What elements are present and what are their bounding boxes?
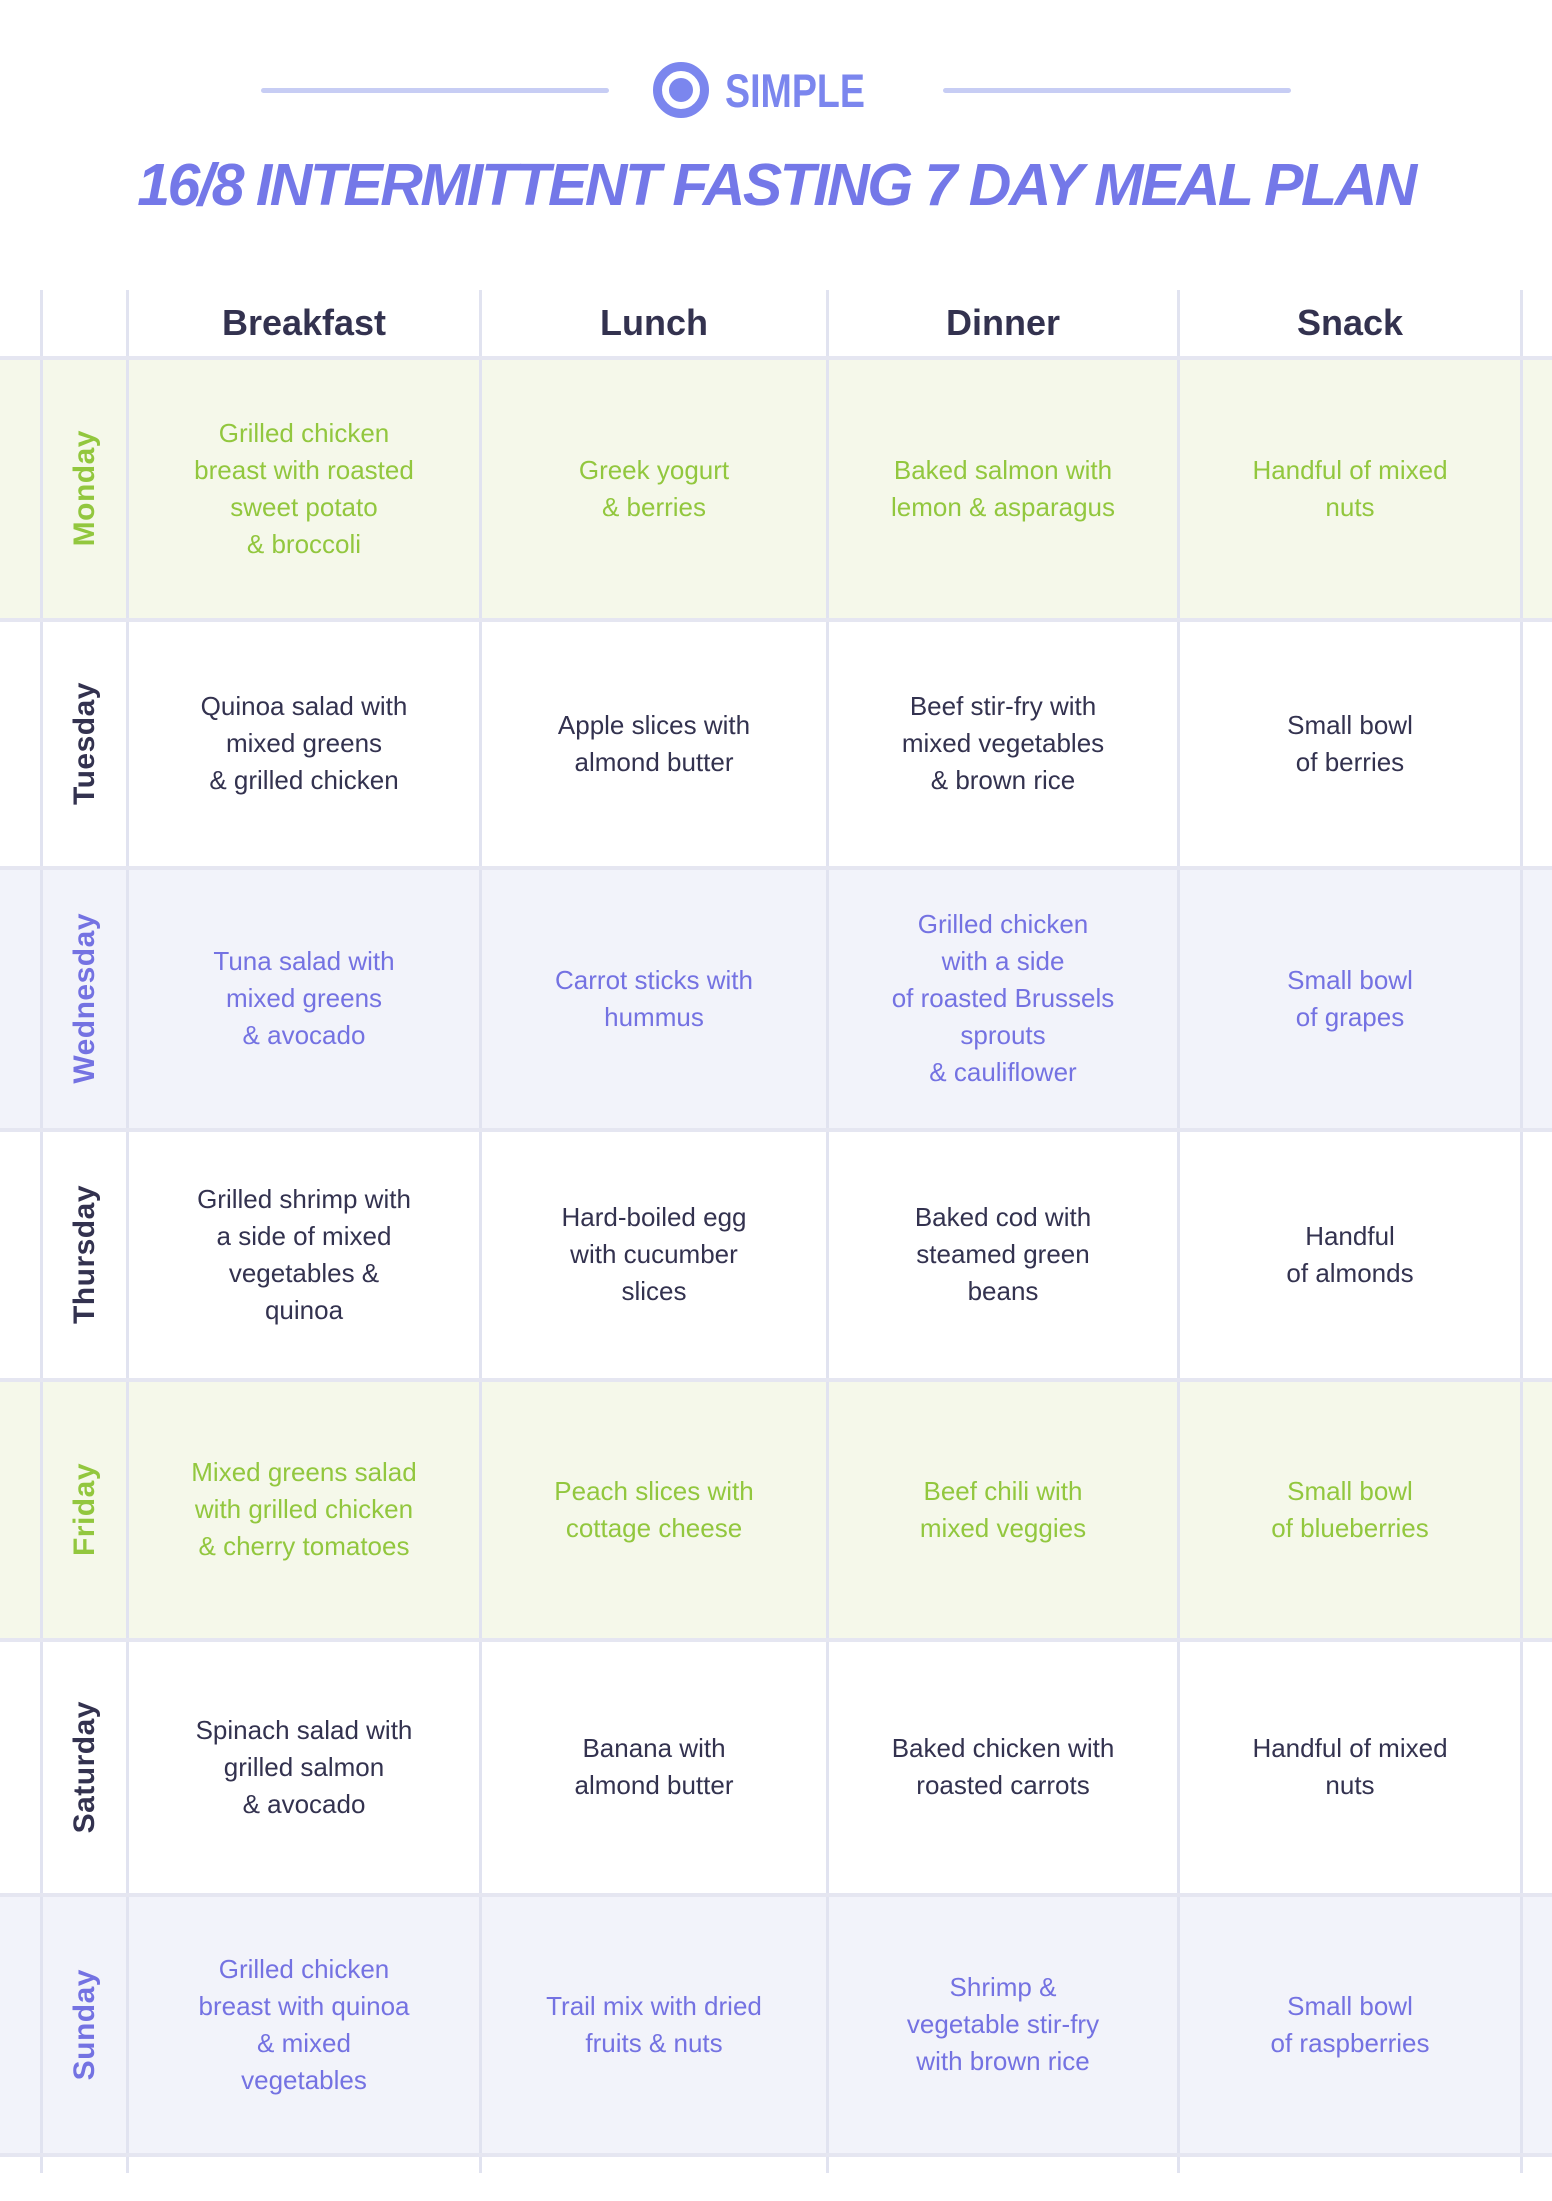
meal-cell-lunch: Apple slices with almond butter	[479, 621, 826, 866]
meal-cell-snack: Small bowl of raspberries	[1177, 1896, 1520, 2153]
day-column-header	[40, 289, 126, 356]
logo-header: SIMPLE	[0, 0, 1552, 118]
left-strip	[0, 290, 40, 356]
column-header-row: Breakfast Lunch Dinner Snack	[0, 289, 1552, 360]
meal-plan-table: Breakfast Lunch Dinner Snack Monday Gril…	[0, 289, 1552, 2173]
day-cell: Wednesday	[40, 869, 126, 1128]
meal-cell-snack	[1177, 2156, 1520, 2173]
left-strip	[0, 622, 40, 866]
page-title: 16/8 INTERMITTENT FASTING 7 DAY MEAL PLA…	[137, 152, 1417, 218]
meal-cell-dinner: Baked chicken with roasted carrots	[826, 1641, 1177, 1893]
col-header-breakfast: Breakfast	[126, 289, 479, 356]
meal-cell-breakfast	[126, 2156, 479, 2173]
meal-cell-snack: Handful of mixed nuts	[1177, 359, 1520, 618]
divider-right	[943, 87, 1292, 93]
left-strip	[0, 870, 40, 1128]
right-strip	[1520, 2156, 1552, 2173]
meal-cell-breakfast: Grilled chicken breast with roasted swee…	[126, 359, 479, 618]
right-strip	[1520, 359, 1552, 618]
day-cell: Monday	[40, 359, 126, 618]
meal-cell-lunch: Greek yogurt & berries	[479, 359, 826, 618]
meal-cell-dinner: Baked cod with steamed green beans	[826, 1131, 1177, 1378]
table-row-tuesday: Tuesday Quinoa salad with mixed greens &…	[0, 621, 1552, 870]
day-cell	[40, 2156, 126, 2173]
table-row-monday: Monday Grilled chicken breast with roast…	[0, 359, 1552, 622]
right-strip	[1520, 1381, 1552, 1638]
right-strip	[1520, 869, 1552, 1128]
day-cell: Tuesday	[40, 621, 126, 866]
meal-cell-dinner	[826, 2156, 1177, 2173]
day-label: Tuesday	[67, 682, 101, 806]
left-strip	[0, 360, 40, 618]
meal-cell-snack: Small bowl of blueberries	[1177, 1381, 1520, 1638]
day-label: Thursday	[67, 1185, 101, 1325]
divider-left	[260, 87, 609, 93]
meal-cell-lunch: Banana with almond butter	[479, 1641, 826, 1893]
col-header-snack: Snack	[1177, 289, 1520, 356]
meal-cell-breakfast: Quinoa salad with mixed greens & grilled…	[126, 621, 479, 866]
col-header-dinner: Dinner	[826, 289, 1177, 356]
right-strip	[1520, 289, 1552, 356]
meal-cell-snack: Small bowl of grapes	[1177, 869, 1520, 1128]
right-strip	[1520, 1131, 1552, 1378]
day-cell: Thursday	[40, 1131, 126, 1378]
left-strip	[0, 1382, 40, 1638]
table-tail-row	[0, 2156, 1552, 2173]
left-strip	[0, 2157, 40, 2173]
meal-cell-snack: Handful of almonds	[1177, 1131, 1520, 1378]
meal-cell-dinner: Beef stir-fry with mixed vegetables & br…	[826, 621, 1177, 866]
table-row-saturday: Saturday Spinach salad with grilled salm…	[0, 1641, 1552, 1897]
right-strip	[1520, 1896, 1552, 2153]
left-strip	[0, 1642, 40, 1893]
day-cell: Sunday	[40, 1896, 126, 2153]
meal-cell-breakfast: Grilled shrimp with a side of mixed vege…	[126, 1131, 479, 1378]
meal-cell-breakfast: Tuna salad with mixed greens & avocado	[126, 869, 479, 1128]
day-label: Sunday	[67, 1968, 101, 2081]
meal-cell-breakfast: Grilled chicken breast with quinoa & mix…	[126, 1896, 479, 2153]
table-row-thursday: Thursday Grilled shrimp with a side of m…	[0, 1131, 1552, 1382]
day-label: Monday	[67, 430, 101, 547]
meal-cell-lunch	[479, 2156, 826, 2173]
meal-cell-lunch: Peach slices with cottage cheese	[479, 1381, 826, 1638]
meal-cell-dinner: Grilled chicken with a side of roasted B…	[826, 869, 1177, 1128]
meal-cell-dinner: Shrimp & vegetable stir-fry with brown r…	[826, 1896, 1177, 2153]
target-icon-dot	[668, 78, 693, 102]
left-strip	[0, 1132, 40, 1378]
meal-cell-breakfast: Spinach salad with grilled salmon & avoc…	[126, 1641, 479, 1893]
right-strip	[1520, 621, 1552, 866]
day-cell: Saturday	[40, 1641, 126, 1893]
meal-cell-dinner: Baked salmon with lemon & asparagus	[826, 359, 1177, 618]
meal-cell-lunch: Carrot sticks with hummus	[479, 869, 826, 1128]
day-cell: Friday	[40, 1381, 126, 1638]
target-icon	[652, 62, 709, 118]
right-strip	[1520, 1641, 1552, 1893]
meal-cell-snack: Small bowl of berries	[1177, 621, 1520, 866]
simple-logo-text: SIMPLE	[724, 63, 865, 117]
meal-cell-dinner: Beef chili with mixed veggies	[826, 1381, 1177, 1638]
table-row-sunday: Sunday Grilled chicken breast with quino…	[0, 1896, 1552, 2157]
day-label: Wednesday	[67, 913, 101, 1084]
table-row-friday: Friday Mixed greens salad with grilled c…	[0, 1381, 1552, 1642]
day-label: Saturday	[67, 1700, 101, 1834]
col-header-lunch: Lunch	[479, 289, 826, 356]
meal-cell-breakfast: Mixed greens salad with grilled chicken …	[126, 1381, 479, 1638]
table-row-wednesday: Wednesday Tuna salad with mixed greens &…	[0, 869, 1552, 1132]
simple-logo: SIMPLE	[652, 62, 900, 118]
meal-cell-snack: Handful of mixed nuts	[1177, 1641, 1520, 1893]
meal-cell-lunch: Hard-boiled egg with cucumber slices	[479, 1131, 826, 1378]
meal-cell-lunch: Trail mix with dried fruits & nuts	[479, 1896, 826, 2153]
day-label: Friday	[67, 1463, 101, 1557]
left-strip	[0, 1897, 40, 2153]
